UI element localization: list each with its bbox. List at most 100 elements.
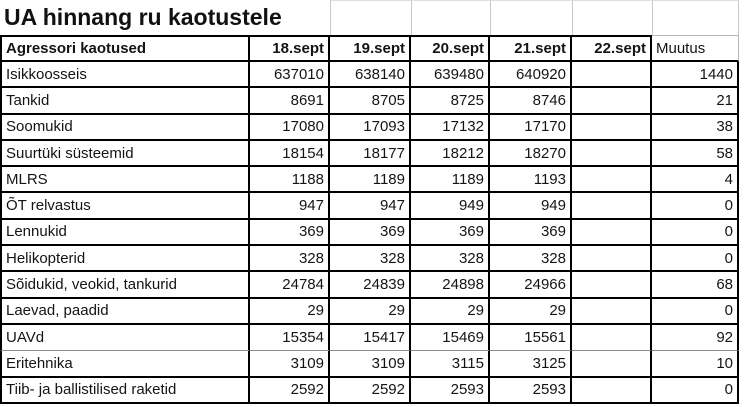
value-cell[interactable]: 92 [652, 324, 739, 352]
value-cell[interactable]: 21 [652, 88, 739, 115]
empty-cell[interactable] [652, 0, 739, 35]
header-date-19sept[interactable]: 19.sept [330, 35, 411, 62]
value-cell[interactable]: 29 [411, 298, 490, 325]
value-cell[interactable] [572, 298, 652, 325]
value-cell[interactable]: 328 [250, 246, 330, 273]
value-cell[interactable]: 947 [250, 193, 330, 220]
value-cell[interactable]: 1193 [490, 167, 572, 194]
value-cell[interactable]: 24898 [411, 272, 490, 299]
value-cell[interactable]: 17093 [330, 114, 411, 141]
value-cell[interactable]: 2593 [490, 377, 572, 404]
value-cell[interactable]: 17132 [411, 114, 490, 141]
value-cell[interactable]: 18177 [330, 140, 411, 168]
value-cell[interactable]: 1189 [411, 167, 490, 194]
value-cell[interactable] [572, 377, 652, 404]
header-change[interactable]: Muutus [652, 35, 739, 62]
value-cell[interactable]: 29 [330, 298, 411, 325]
value-cell[interactable]: 638140 [330, 62, 411, 89]
row-label-cell[interactable]: Laevad, paadid [0, 298, 250, 325]
value-cell[interactable]: 15417 [330, 324, 411, 352]
value-cell[interactable]: 1440 [652, 62, 739, 89]
value-cell[interactable]: 8705 [330, 88, 411, 115]
row-label-cell[interactable]: Eritehnika [0, 351, 250, 378]
empty-cell[interactable] [330, 0, 411, 35]
value-cell[interactable] [572, 246, 652, 273]
value-cell[interactable]: 3125 [490, 351, 572, 378]
value-cell[interactable]: 947 [330, 193, 411, 220]
row-label-cell[interactable]: Tiib- ja ballistilised raketid [0, 377, 250, 404]
value-cell[interactable]: 24839 [330, 272, 411, 299]
value-cell[interactable]: 58 [652, 140, 739, 168]
header-date-21sept[interactable]: 21.sept [490, 35, 572, 62]
value-cell[interactable]: 8746 [490, 88, 572, 115]
row-label-cell[interactable]: Lennukid [0, 219, 250, 247]
row-label-cell[interactable]: UAVd [0, 324, 250, 352]
value-cell[interactable]: 17170 [490, 114, 572, 141]
value-cell[interactable] [572, 140, 652, 168]
sheet-title-cell[interactable]: UA hinnang ru kaotustele [4, 4, 282, 30]
value-cell[interactable] [572, 324, 652, 352]
value-cell[interactable]: 18212 [411, 140, 490, 168]
empty-cell[interactable] [572, 0, 652, 35]
row-label-cell[interactable]: Tankid [0, 88, 250, 115]
value-cell[interactable] [572, 114, 652, 141]
value-cell[interactable]: 0 [652, 219, 739, 247]
value-cell[interactable] [572, 272, 652, 299]
value-cell[interactable]: 18270 [490, 140, 572, 168]
value-cell[interactable]: 8725 [411, 88, 490, 115]
value-cell[interactable]: 4 [652, 167, 739, 194]
value-cell[interactable]: 10 [652, 351, 739, 378]
row-label-cell[interactable]: Isikkoosseis [0, 62, 250, 89]
value-cell[interactable]: 0 [652, 377, 739, 404]
value-cell[interactable]: 369 [330, 219, 411, 247]
row-label-cell[interactable]: Helikopterid [0, 246, 250, 273]
value-cell[interactable]: 0 [652, 298, 739, 325]
value-cell[interactable]: 949 [490, 193, 572, 220]
row-label-cell[interactable]: Sõidukid, veokid, tankurid [0, 272, 250, 299]
value-cell[interactable]: 639480 [411, 62, 490, 89]
value-cell[interactable]: 2592 [250, 377, 330, 404]
value-cell[interactable]: 1188 [250, 167, 330, 194]
value-cell[interactable]: 68 [652, 272, 739, 299]
value-cell[interactable]: 0 [652, 246, 739, 273]
row-label-cell[interactable]: MLRS [0, 167, 250, 194]
value-cell[interactable] [572, 193, 652, 220]
value-cell[interactable]: 29 [490, 298, 572, 325]
value-cell[interactable]: 637010 [250, 62, 330, 89]
header-date-20sept[interactable]: 20.sept [411, 35, 490, 62]
header-aggressor-losses[interactable]: Agressori kaotused [0, 35, 250, 62]
value-cell[interactable]: 369 [490, 219, 572, 247]
value-cell[interactable]: 24784 [250, 272, 330, 299]
value-cell[interactable]: 15561 [490, 324, 572, 352]
value-cell[interactable]: 2592 [330, 377, 411, 404]
value-cell[interactable]: 1189 [330, 167, 411, 194]
value-cell[interactable]: 15469 [411, 324, 490, 352]
empty-cell[interactable] [411, 0, 490, 35]
value-cell[interactable]: 0 [652, 193, 739, 220]
value-cell[interactable]: 18154 [250, 140, 330, 168]
value-cell[interactable]: 17080 [250, 114, 330, 141]
value-cell[interactable]: 2593 [411, 377, 490, 404]
value-cell[interactable]: 8691 [250, 88, 330, 115]
value-cell[interactable]: 3109 [250, 351, 330, 378]
value-cell[interactable] [572, 167, 652, 194]
row-label-cell[interactable]: Soomukid [0, 114, 250, 141]
value-cell[interactable]: 369 [411, 219, 490, 247]
header-date-22sept[interactable]: 22.sept [572, 35, 652, 62]
value-cell[interactable]: 949 [411, 193, 490, 220]
value-cell[interactable] [572, 219, 652, 247]
value-cell[interactable] [572, 351, 652, 378]
empty-cell[interactable] [490, 0, 572, 35]
value-cell[interactable]: 15354 [250, 324, 330, 352]
value-cell[interactable]: 328 [330, 246, 411, 273]
value-cell[interactable]: 3115 [411, 351, 490, 378]
value-cell[interactable] [572, 62, 652, 89]
value-cell[interactable]: 3109 [330, 351, 411, 378]
value-cell[interactable]: 38 [652, 114, 739, 141]
value-cell[interactable] [572, 88, 652, 115]
value-cell[interactable]: 24966 [490, 272, 572, 299]
value-cell[interactable]: 328 [411, 246, 490, 273]
row-label-cell[interactable]: Suurtüki süsteemid [0, 140, 250, 168]
value-cell[interactable]: 640920 [490, 62, 572, 89]
header-date-18sept[interactable]: 18.sept [250, 35, 330, 62]
